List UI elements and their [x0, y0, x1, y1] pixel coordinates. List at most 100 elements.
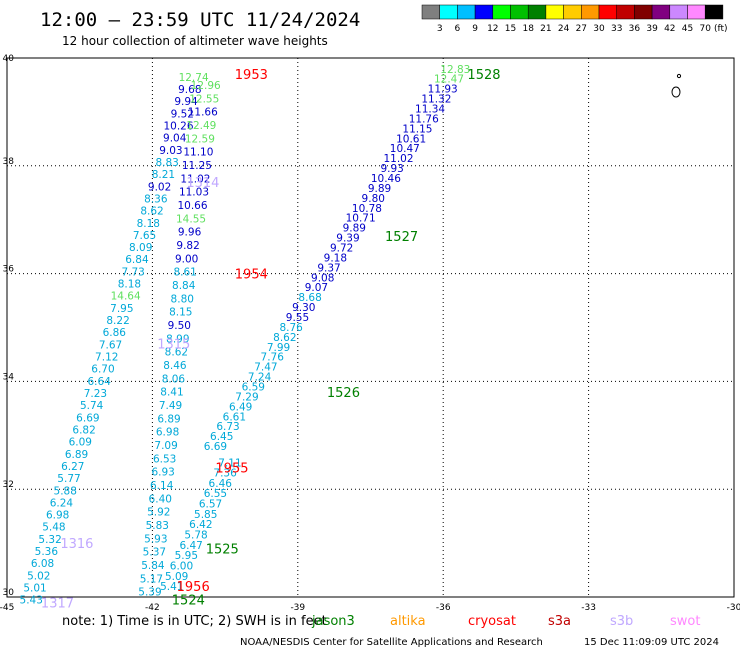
wave-height-label: 5.09 [165, 571, 188, 583]
wave-height-label: 7.65 [133, 230, 156, 242]
y-tick-label: 40 [3, 54, 15, 64]
wave-height-label: 12.49 [186, 120, 216, 132]
wave-height-label: 11.25 [182, 160, 212, 172]
y-tick-label: 32 [3, 480, 14, 490]
wave-height-label: 8.80 [171, 293, 194, 305]
wave-height-label: 6.70 [91, 364, 114, 376]
footer-note: note: 1) Time is in UTC; 2) SWH is in fe… [62, 614, 327, 629]
y-tick-label: 38 [3, 157, 15, 167]
y-tick-label: 34 [3, 372, 15, 382]
color-swatch [651, 4, 671, 20]
wave-height-label: 6.89 [157, 413, 180, 425]
wave-height-label: 9.55 [286, 312, 309, 324]
wave-height-label: 8.61 [173, 267, 196, 279]
wave-height-label: 6.57 [199, 499, 222, 511]
track-group: 6.696.456.736.616.497.296.597.247.477.76… [204, 64, 471, 453]
color-swatch [704, 4, 724, 20]
wave-height-label: 6.08 [31, 558, 54, 570]
color-scale-label: 15 [505, 24, 516, 34]
wave-height-label: 7.11 [218, 457, 241, 469]
wave-height-label: 9.02 [148, 181, 171, 193]
wave-height-label: 8.76 [279, 322, 303, 334]
track-group: 5.435.015.026.085.365.325.486.986.245.88… [20, 72, 209, 607]
wave-height-label: 6.82 [72, 424, 95, 436]
color-swatch [457, 4, 476, 20]
wave-height-label: 7.09 [154, 440, 177, 452]
wave-height-label: 7.49 [159, 400, 182, 412]
wave-height-label: 5.37 [143, 547, 166, 559]
wave-height-label: 7.29 [235, 391, 258, 403]
color-swatch [510, 4, 529, 20]
wave-height-label: 5.43 [20, 595, 43, 607]
legend-altika: altika [390, 614, 426, 629]
wave-height-label: 6.69 [204, 441, 227, 453]
color-scale-label: 33 [611, 24, 622, 34]
wave-height-label: 5.32 [38, 534, 61, 546]
pass-time-label: 1528 [467, 68, 500, 83]
color-scale-label: 24 [558, 24, 570, 34]
color-swatch [563, 4, 582, 20]
wave-height-label: 7.36 [213, 468, 237, 480]
wave-height-label: 8.84 [172, 280, 196, 292]
wave-height-label: 11.02 [180, 173, 210, 185]
color-scale-label: 18 [522, 24, 534, 34]
wave-height-label: 7.76 [261, 352, 285, 364]
wave-height-label: 9.50 [168, 320, 191, 332]
wave-height-label: 5.48 [42, 522, 65, 534]
wave-height-label: 5.01 [23, 583, 46, 595]
wave-height-label: 8.36 [144, 193, 168, 205]
wave-height-label: 8.41 [160, 387, 183, 399]
wave-height-label: 9.68 [178, 84, 201, 96]
legend-s3b: s3b [610, 614, 633, 629]
legend-cryosat: cryosat [468, 614, 516, 629]
wave-height-label: 6.14 [150, 480, 174, 492]
wave-height-label: 11.66 [188, 107, 218, 119]
wave-height-label: 9.72 [330, 243, 353, 255]
wave-height-label: 10.66 [177, 200, 207, 212]
wave-height-label: 6.84 [125, 254, 149, 266]
wave-height-label: 6.73 [216, 421, 239, 433]
chart-title: 12:00 – 23:59 UTC 11/24/2024 [40, 9, 360, 31]
wave-height-label: 6.09 [69, 437, 92, 449]
color-swatch [492, 4, 511, 20]
track-group: 5.39 5.175.845.37 5.935.835.92 6.406.146.93… [138, 80, 221, 599]
wave-height-label: 8.62 [165, 347, 188, 359]
wave-height-label: 5.83 [146, 520, 169, 532]
wave-height-label: 9.37 [317, 262, 340, 274]
wave-height-label: 9.30 [292, 302, 315, 314]
wave-height-label: 9.89 [343, 223, 366, 235]
wave-height-label: 6.47 [179, 540, 202, 552]
color-scale-label: 39 [646, 24, 658, 34]
color-scale-label: 9 [472, 24, 478, 34]
color-swatch [474, 4, 494, 20]
wave-height-label: 9.96 [178, 227, 202, 239]
pass-time-label: 1316 [60, 537, 93, 552]
wave-height-label: 8.15 [169, 307, 192, 319]
pass-time-label: 1526 [327, 386, 360, 401]
plot-frame [6, 57, 735, 598]
wave-height-label: 11.02 [383, 153, 413, 165]
wave-height-label: 9.52 [171, 108, 194, 120]
wave-height-label: 7.95 [110, 303, 133, 315]
island-marker [671, 73, 682, 98]
x-tick-label: -45 [0, 603, 14, 613]
wave-height-label: 9.82 [176, 240, 199, 252]
color-swatch [687, 4, 706, 20]
satellite-legend: jason3 altika cryosat s3a s3b swot [311, 614, 700, 629]
wave-height-label: 12.83 [440, 64, 470, 76]
wave-height-label: 6.59 [242, 382, 265, 394]
wave-height-label: 9.18 [324, 252, 347, 264]
color-scale-label: 3 [437, 24, 443, 34]
wave-height-label: 11.10 [183, 147, 213, 159]
wave-height-label: 8.18 [137, 218, 160, 230]
wave-height-label: 6.24 [50, 497, 74, 509]
wave-height-label: 7.12 [95, 352, 118, 364]
color-swatch [545, 4, 564, 20]
color-scale-label: 70 [699, 24, 711, 34]
wave-height-label: 11.34 [415, 103, 445, 115]
legend-jason3: jason3 [311, 614, 355, 629]
x-tick-label: -33 [581, 603, 596, 613]
wave-height-label: 6.55 [204, 488, 227, 500]
wave-height-label: 11.03 [179, 187, 209, 199]
pass-time-label: 1314 [186, 176, 219, 191]
